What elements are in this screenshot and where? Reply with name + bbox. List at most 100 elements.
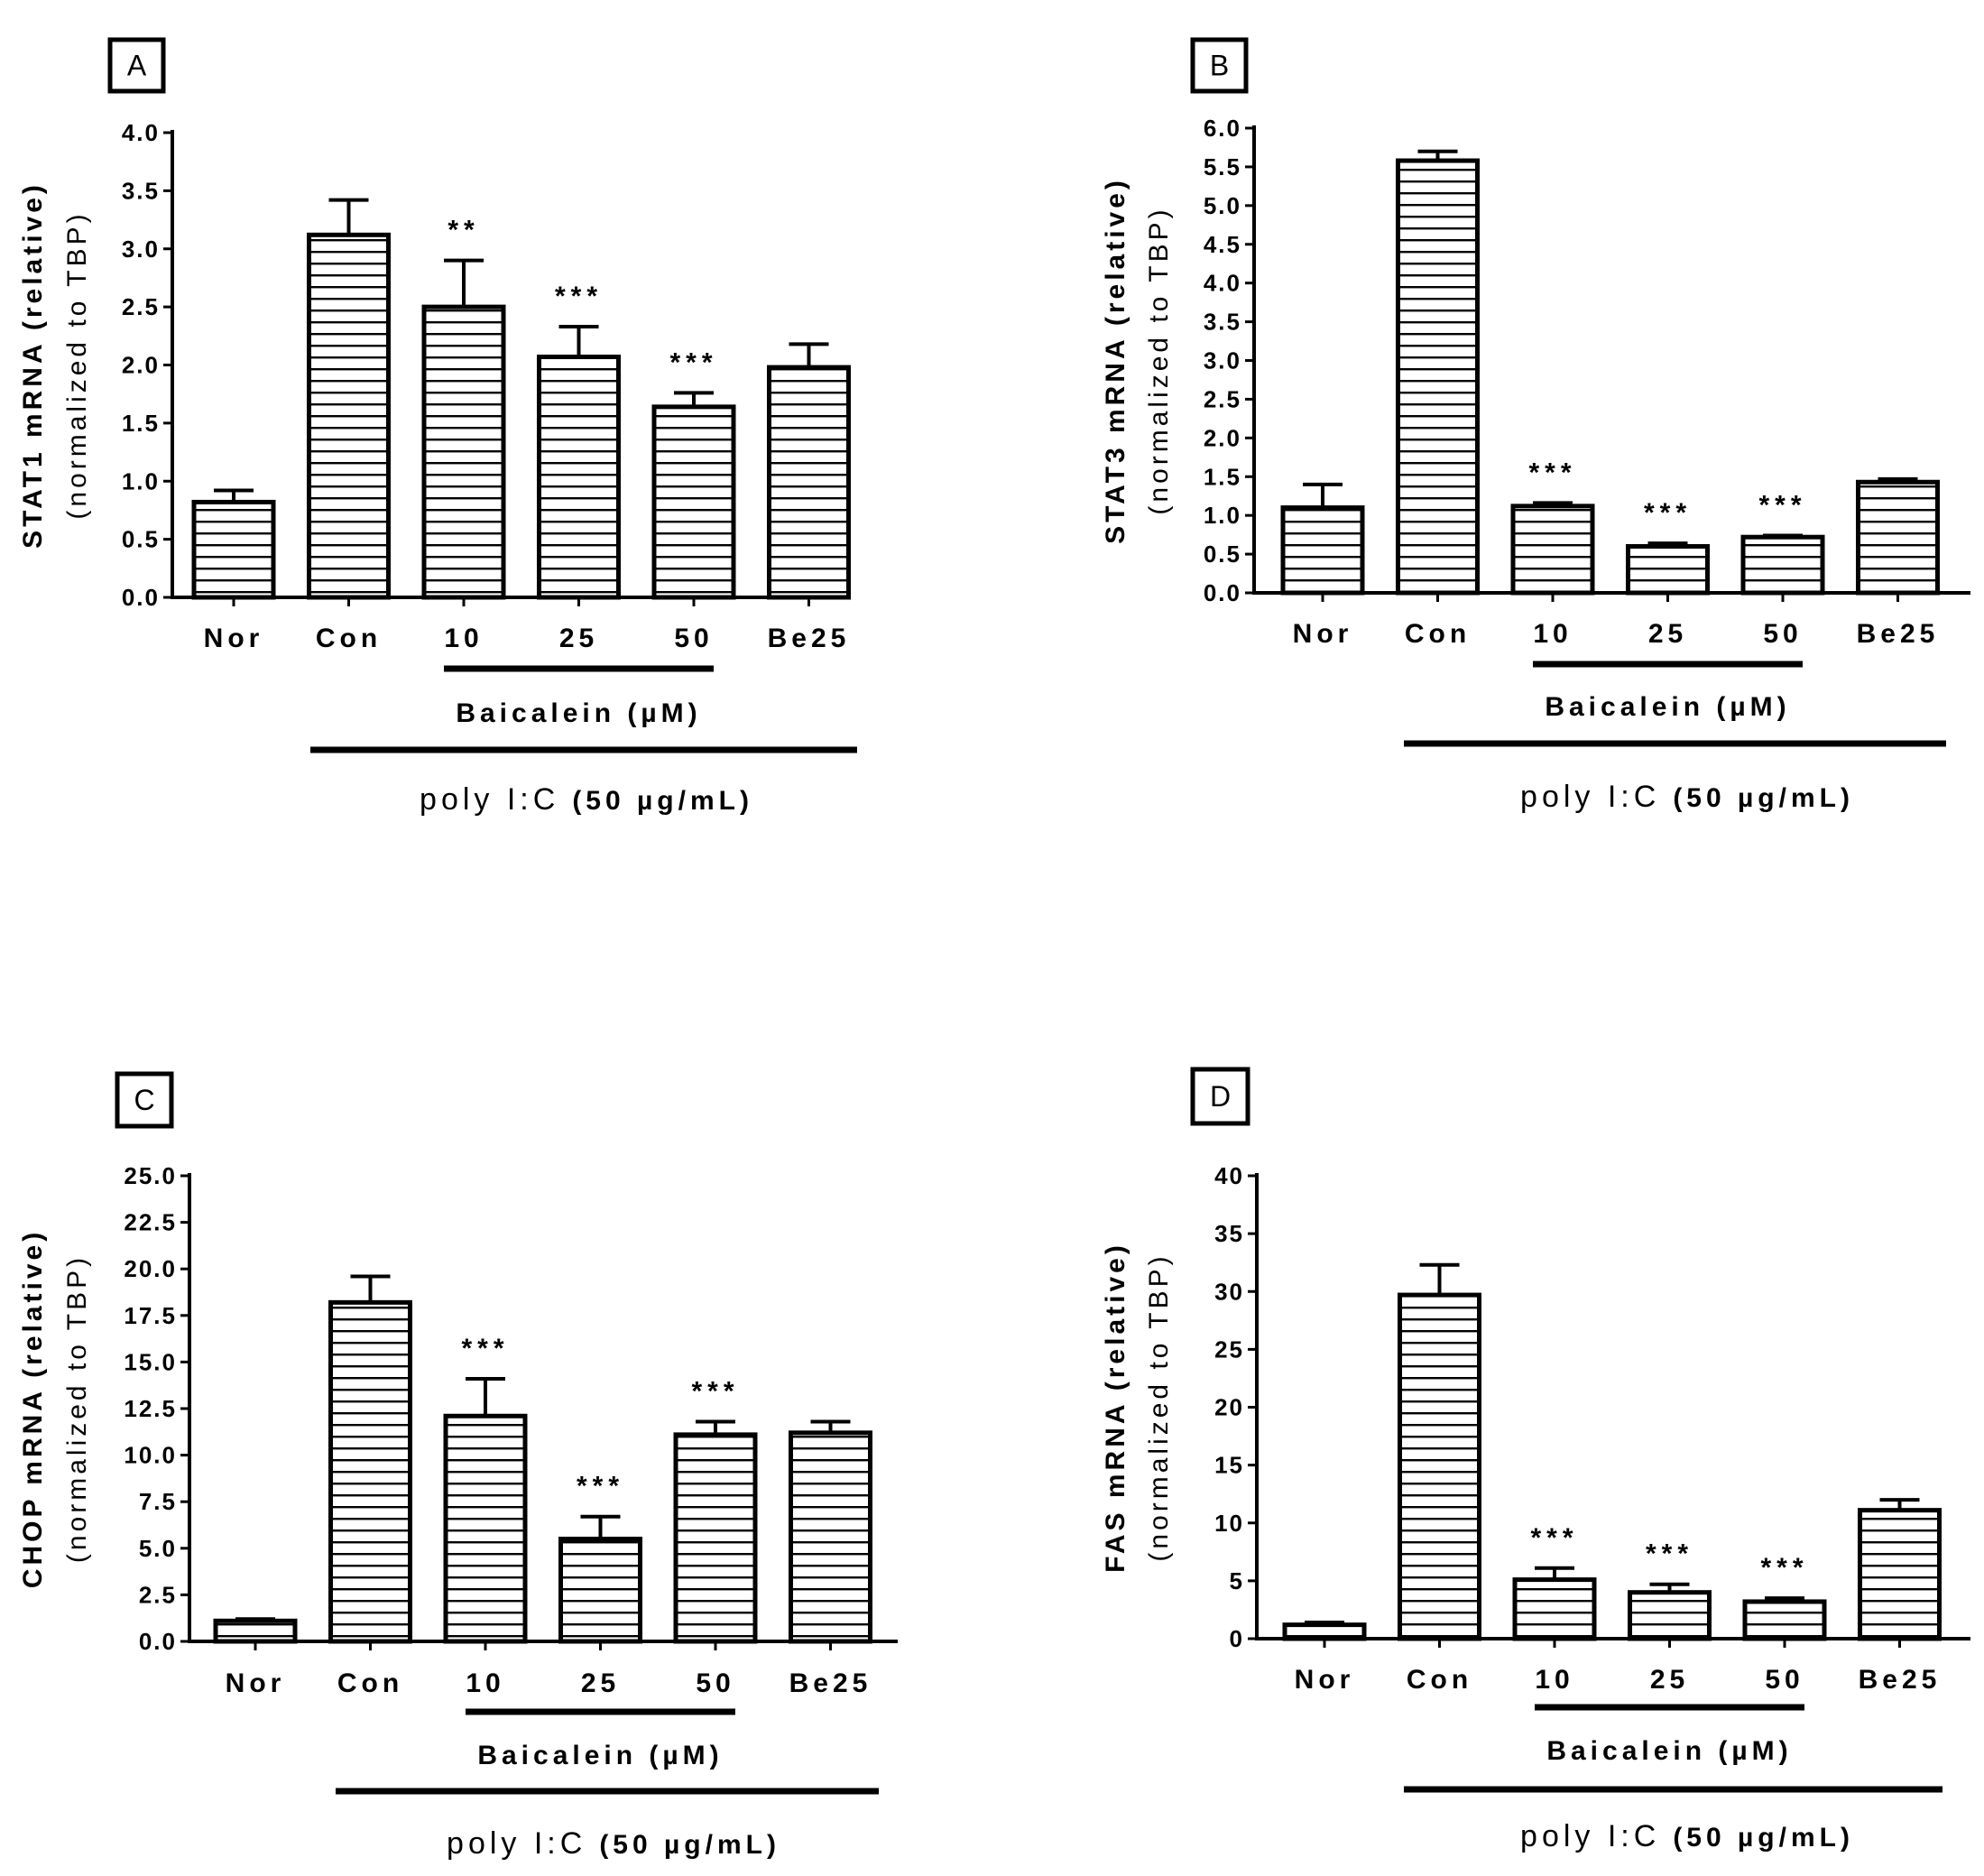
y-tick-label: 0.0 [1204,579,1241,606]
significance-label: *** [577,1472,624,1502]
significance-label: *** [1760,1553,1808,1583]
bar [443,1413,528,1644]
bar [1858,1508,1942,1641]
poly-ic-name: poly I:C [1520,1819,1660,1853]
poly-ic-name: poly I:C [1520,780,1660,814]
poly-ic-dose: (50 µg/mL) [1673,1823,1854,1853]
chart-panel-b: B 0.0 0.5 1.0 1.5 2.0 2.5 3.0 3.5 4.0 4.5 5.0 5.5 6.0… [1101,37,1970,814]
y-tick-label: 6.0 [1204,115,1241,142]
x-tick-label: Con [337,1668,403,1698]
y-tick-label: 0.0 [139,1628,177,1655]
significance-label: *** [1758,490,1806,520]
y-tick-label: 17.5 [124,1302,177,1329]
x-tick-label: Nor [226,1668,286,1698]
x-tick-label: 25 [1650,1665,1689,1695]
y-tick-label: 10 [1214,1510,1244,1537]
y-tick-label: 2.5 [122,293,160,320]
panel-label-box [1190,37,1249,94]
y-tick-label: 25.0 [124,1162,177,1189]
y-tick-label: 2.0 [1204,424,1241,451]
bar [1628,1590,1712,1641]
y-tick-label: 20.0 [124,1255,177,1282]
panel-label: B [1210,50,1229,82]
bar [1396,158,1480,596]
x-tick-label: Be25 [1857,619,1940,649]
x-tick-label: Nor [1293,619,1353,649]
baicalein-label: Baicalein (µM) [456,698,701,728]
y-tick-label: 2.0 [122,352,160,379]
baicalein-label: Baicalein (µM) [1545,692,1790,722]
poly-ic-label: poly I:C (50 µg/mL) [420,782,753,817]
x-tick-label: 50 [696,1668,734,1698]
poly-ic-name: poly I:C [447,1826,586,1861]
bar [1856,479,1940,596]
y-tick-label: 20 [1214,1394,1244,1421]
y-tick-label: 3.5 [1204,309,1241,336]
bar [328,1299,412,1644]
x-tick-label: 25 [559,624,598,653]
bar [767,365,851,600]
significance-label: *** [1644,498,1692,528]
y-tick-label: 1.0 [122,467,160,494]
y-tick-label: 5 [1230,1567,1244,1594]
bar [1398,1292,1481,1641]
y-tick-label: 3.0 [122,236,160,263]
bar [651,404,736,600]
y-tick-label: 3.5 [122,177,160,204]
y-tick-label: 22.5 [124,1209,177,1236]
y-tick-label: 12.5 [124,1395,177,1422]
x-tick-label: Nor [1295,1665,1355,1695]
y-axis-title: STAT1 mRNA (relative) [18,181,48,549]
significance-label: *** [555,282,603,311]
y-tick-label: 7.5 [139,1488,177,1515]
bar [1740,534,1825,596]
y-tick-label: 35 [1214,1220,1244,1247]
poly-ic-label: poly I:C (50 µg/mL) [447,1826,780,1861]
bar [307,232,391,600]
y-tick-label: 0.0 [122,584,160,611]
y-tick-label: 4.0 [1204,270,1241,297]
y-tick-label: 3.0 [1204,347,1241,374]
x-tick-label: Nor [204,624,264,653]
y-axis-title: STAT3 mRNA (relative) [1101,177,1130,544]
y-tick-label: 0 [1230,1625,1244,1652]
x-tick-label: Be25 [789,1668,872,1698]
y-axis-title: FAS mRNA (relative) [1101,1242,1130,1573]
x-tick-label: 10 [1533,619,1572,649]
bar [1626,544,1710,596]
bar [1280,505,1365,596]
bar [537,354,621,600]
y-axis-title: CHOP mRNA (relative) [18,1229,48,1588]
chart-panel-c: C 0.0 2.5 5.0 7.5 10.0 12.5 15.0 17.5 20.0 22.5 25.… [18,1071,898,1861]
y-tick-label: 40 [1214,1162,1244,1189]
poly-ic-dose: (50 µg/mL) [1673,783,1854,813]
x-tick-label: 25 [1648,619,1687,649]
y-tick-label: 2.5 [1204,385,1241,412]
y-axis-subtitle: (normalized to TBP) [1144,206,1174,514]
poly-ic-dose: (50 µg/mL) [599,1830,780,1860]
y-tick-label: 5.0 [139,1535,177,1562]
significance-label: *** [669,347,717,377]
y-tick-label: 15.0 [124,1348,177,1375]
x-tick-label: 50 [1763,619,1802,649]
y-tick-label: 30 [1214,1278,1244,1305]
y-tick-label: 2.5 [139,1581,177,1608]
y-tick-label: 1.0 [1204,502,1241,529]
y-tick-label: 1.5 [1204,463,1241,490]
poly-ic-name: poly I:C [420,782,559,817]
y-tick-label: 15 [1214,1452,1244,1479]
y-tick-label: 0.5 [1204,541,1241,568]
x-tick-label: 10 [466,1668,504,1698]
y-tick-label: 10.0 [124,1442,177,1469]
bar [1282,1622,1367,1641]
x-tick-label: Be25 [768,624,851,653]
x-tick-label: Con [316,624,382,653]
significance-label: ** [448,216,479,245]
significance-label: *** [461,1334,509,1363]
x-tick-label: 50 [1765,1665,1804,1695]
x-tick-label: Be25 [1859,1665,1942,1695]
x-tick-label: Con [1405,619,1471,649]
significance-label: *** [1528,457,1576,487]
panel-label: D [1210,1080,1231,1113]
